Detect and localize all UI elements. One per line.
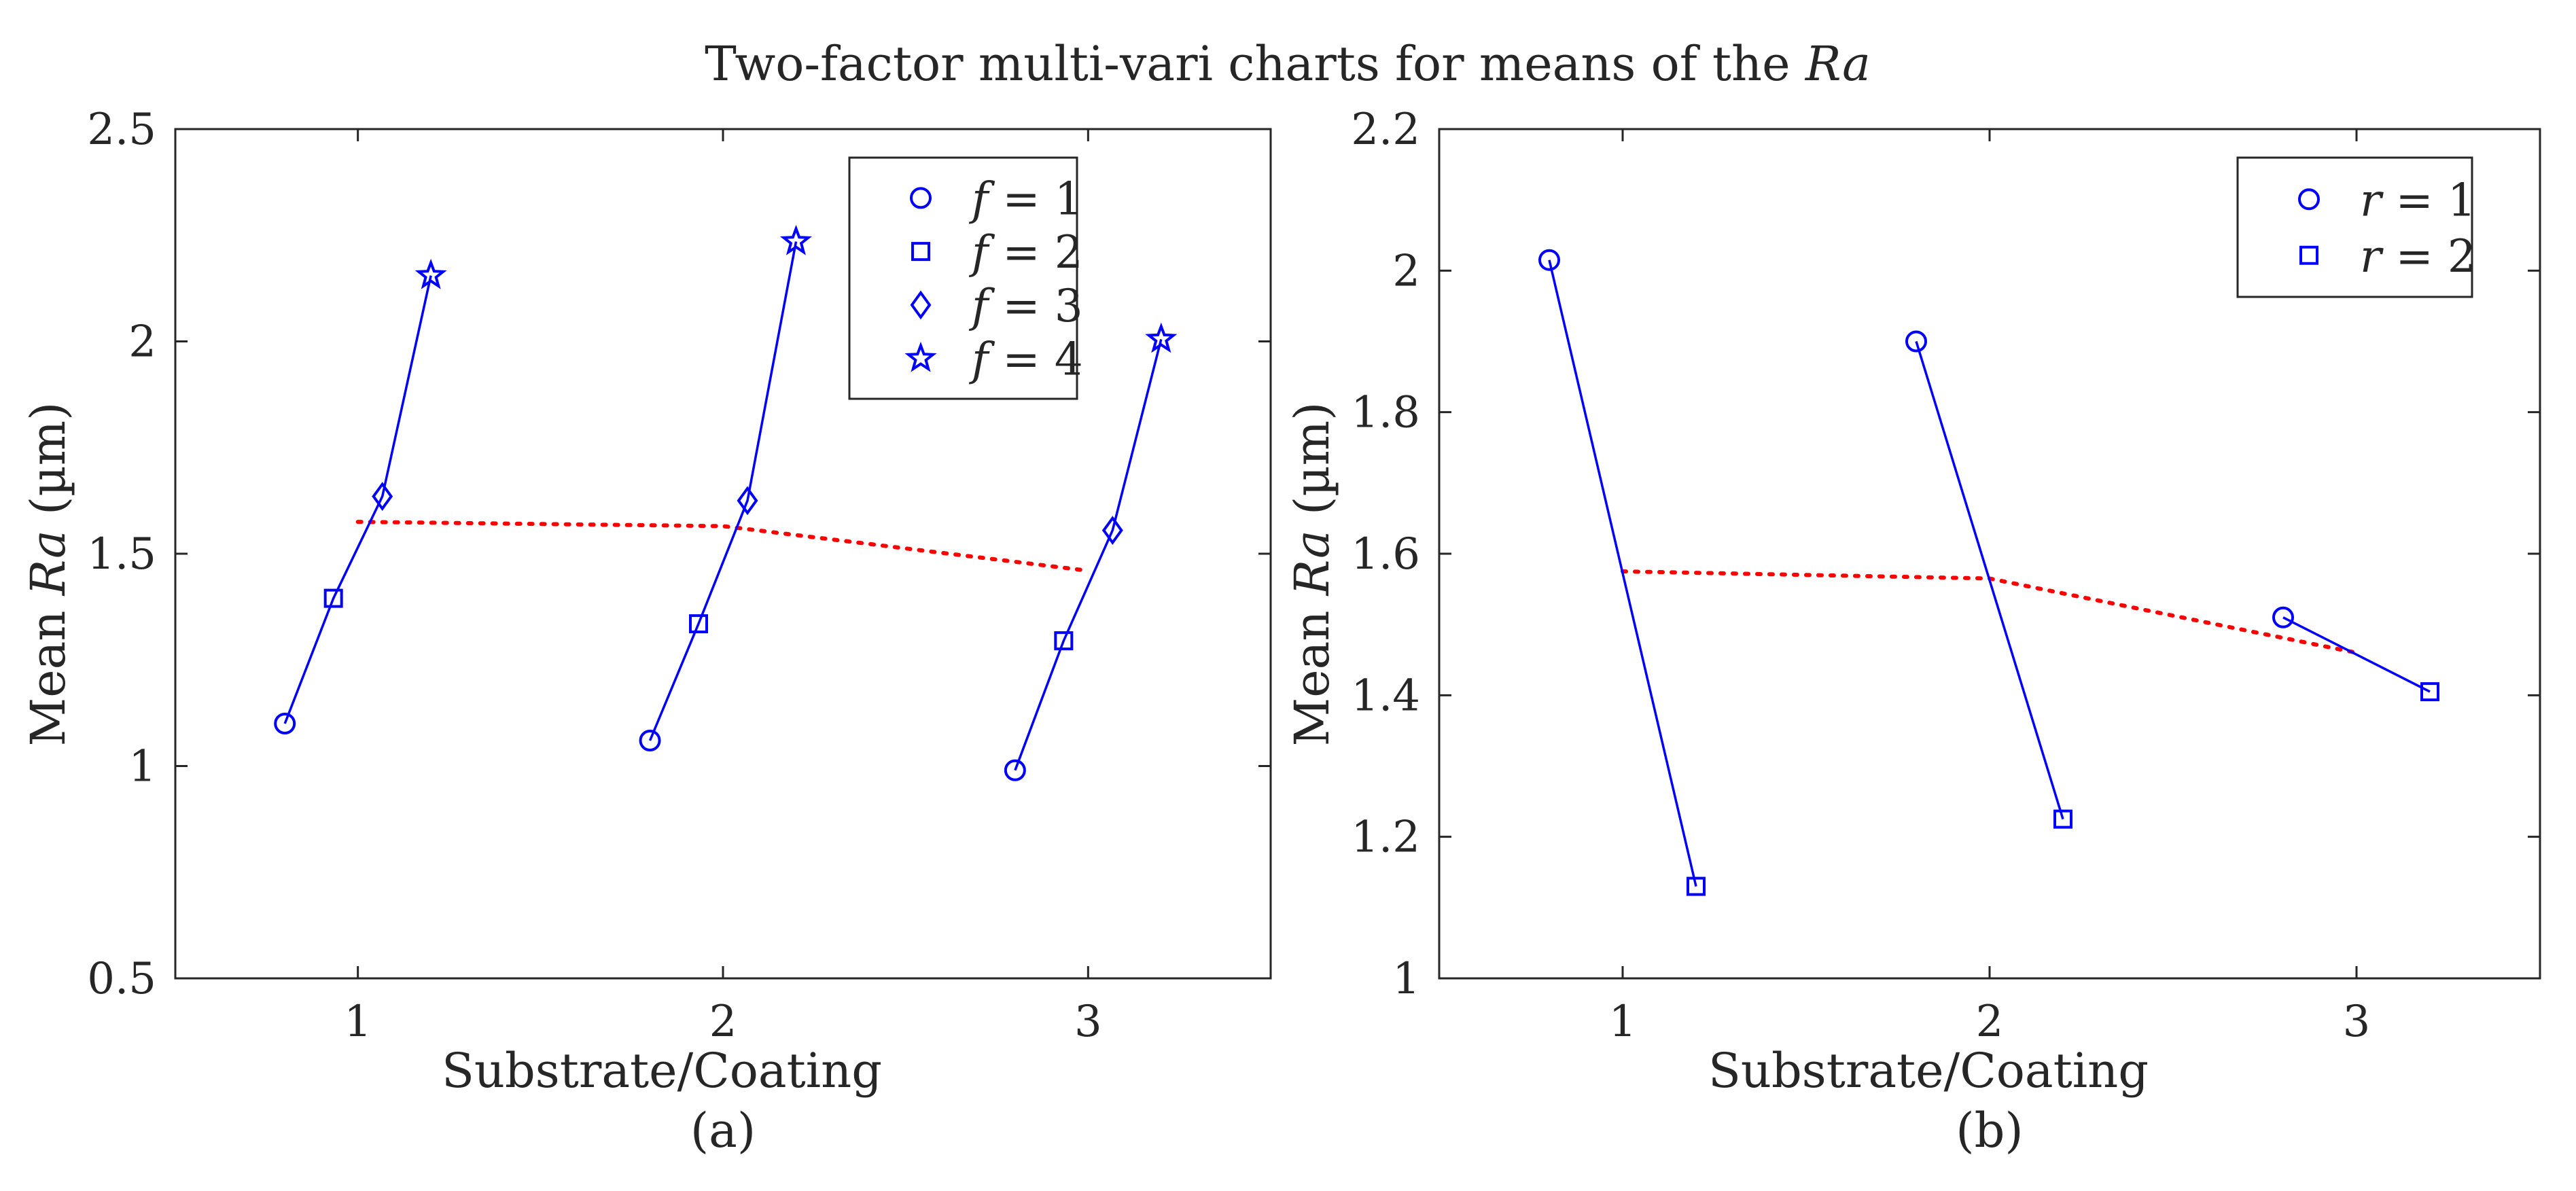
legend-entry-label: r = 2 (2360, 230, 2476, 283)
data-point-f2 (688, 614, 708, 634)
x-tick-label: 2 (1976, 997, 2004, 1047)
y-tick-label: 1.6 (1351, 529, 1420, 580)
y-tick-label: 0.5 (87, 954, 156, 1004)
y-tick-label: 1 (128, 742, 156, 792)
legend-value: = 3 (988, 280, 1082, 332)
data-point-f2 (323, 588, 343, 608)
y-axis-label-prefix: Mean (20, 595, 76, 746)
data-point-f4 (1145, 322, 1178, 353)
y-axis-label: Mean Ra (µm) (1284, 402, 1340, 747)
data-point-f1 (274, 713, 296, 734)
legend-entry-label: f = 1 (968, 173, 1083, 225)
series-line-level-1 (1548, 260, 1697, 887)
data-point-f2 (1054, 631, 1074, 651)
series-line-level-3 (1014, 338, 1163, 771)
x-tick-label: 2 (709, 997, 737, 1047)
legend-marker-square (911, 242, 930, 262)
y-tick-label: 1.8 (1351, 388, 1420, 438)
legend-value: = 4 (988, 334, 1082, 386)
legend-marker-circle (2298, 188, 2320, 211)
plot-area-frame (174, 128, 1272, 980)
data-point-f1 (1004, 759, 1026, 781)
legend-box (848, 156, 1078, 400)
legend-box (2236, 156, 2473, 298)
x-axis-label: Substrate/Coating (1708, 1043, 2149, 1099)
y-axis-label-suffix: (µm) (20, 402, 76, 531)
panel-a: 1 2 3 0.5 1 1.5 2 2.5 Substrate/Coating(a) Mean R… (20, 105, 1272, 1158)
y-tick-label: 2 (128, 317, 156, 368)
y-tick-label: 1.4 (1351, 671, 1420, 721)
series-line-level-2 (1915, 340, 2064, 820)
y-tick-label: 1.2 (1351, 813, 1420, 863)
y-tick-label: 2 (1392, 246, 1420, 296)
y-tick-label: 2.5 (87, 105, 156, 155)
data-point-f3 (737, 486, 758, 516)
figure-title: Two-factor multi-vari charts for means o… (705, 36, 1871, 92)
panel-b: 1 2 3 1 1.2 1.4 1.6 1.8 2 2.2 Substrate/Coating(b)… (1284, 105, 2541, 1158)
legend-marker-diamond (910, 290, 932, 320)
figure-title-prefix: Two-factor multi-vari charts for means o… (705, 36, 1805, 92)
y-axis-label: Mean Ra (µm) (20, 402, 76, 747)
x-tick-label: 1 (344, 997, 372, 1047)
legend-entry-label: r = 1 (2360, 174, 2476, 226)
legend-value: = 2 (2382, 230, 2476, 283)
legend-variable: r (2360, 174, 2384, 226)
data-point-f4 (414, 258, 447, 289)
legend-entry-label: f = 3 (968, 280, 1083, 332)
panel-label: (a) (690, 1103, 756, 1158)
legend-value: = 1 (2382, 174, 2476, 226)
panel-label: (b) (1956, 1103, 2023, 1158)
legend-entry-label: f = 4 (968, 334, 1083, 386)
legend-entry-label: f = 2 (968, 226, 1083, 279)
data-point-f1 (639, 730, 661, 751)
series-line-level-1 (283, 275, 432, 724)
x-tick-label: 3 (2343, 997, 2371, 1047)
x-tick-label: 3 (1074, 997, 1102, 1047)
data-point-f4 (779, 224, 812, 255)
data-point-r2 (2420, 682, 2439, 702)
y-tick-label: 1.5 (87, 529, 156, 580)
data-point-r1 (1905, 330, 1927, 353)
x-axis-label: Substrate/Coating (442, 1043, 882, 1099)
legend-marker-star (904, 341, 937, 372)
legend-value: = 2 (988, 226, 1082, 279)
data-point-r1 (2272, 606, 2294, 628)
data-point-r1 (1538, 249, 1560, 271)
y-tick-label: 1 (1392, 954, 1420, 1004)
data-point-r2 (1687, 876, 1706, 896)
mean-line (355, 520, 1091, 573)
legend-marker-circle (910, 187, 932, 209)
series-line-level-3 (2282, 616, 2431, 693)
figure-title-emph: Ra (1804, 36, 1871, 92)
y-tick-label: 2.2 (1351, 105, 1420, 155)
legend-value: = 1 (988, 173, 1082, 225)
data-point-r2 (2053, 809, 2072, 829)
y-axis-label-prefix: Mean (1284, 595, 1340, 746)
legend-variable: r (2360, 230, 2384, 283)
y-axis-label-emph: Ra (20, 530, 76, 597)
data-point-f3 (372, 482, 393, 512)
data-point-f3 (1101, 516, 1123, 546)
y-axis-label-emph: Ra (1284, 530, 1340, 597)
series-line-level-2 (648, 241, 798, 741)
x-tick-label: 1 (1609, 997, 1637, 1047)
y-axis-label-suffix: (µm) (1284, 402, 1340, 531)
legend-marker-square (2299, 245, 2318, 265)
